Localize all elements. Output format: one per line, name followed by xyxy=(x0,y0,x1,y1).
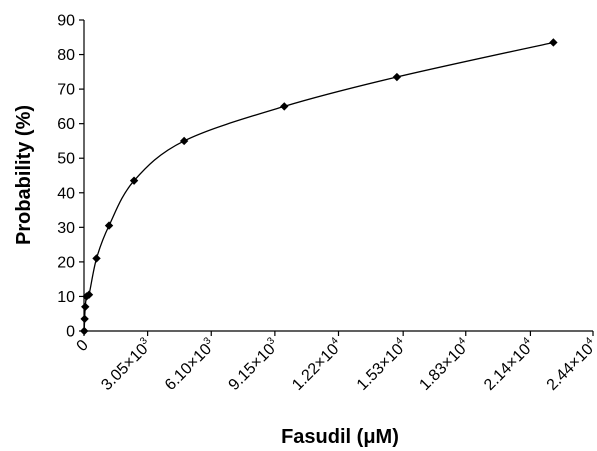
data-points xyxy=(80,38,558,336)
data-point xyxy=(179,136,189,146)
x-axis-ticks: 0 3.05×103 6.10×103 9.15×103 1.22×104 1.53×10… xyxy=(74,331,597,394)
data-point xyxy=(280,102,289,111)
data-point xyxy=(92,254,101,263)
data-point xyxy=(80,314,89,324)
data-point xyxy=(129,176,139,185)
series-line xyxy=(83,41,554,332)
data-point xyxy=(84,290,94,299)
y-tick-label: 50 xyxy=(57,151,75,168)
y-tick-label: 0 xyxy=(66,324,75,341)
data-point xyxy=(549,38,558,47)
y-tick-label: 70 xyxy=(57,82,75,99)
x-axis-title: Fasudil (μM) xyxy=(281,426,399,448)
data-point xyxy=(80,326,89,336)
x-tick-label: 0 xyxy=(74,337,92,355)
x-tick-label: 1.53×104 xyxy=(352,335,411,394)
x-tick-label: 3.05×103 xyxy=(97,335,156,394)
data-point xyxy=(392,72,402,82)
y-tick-label: 60 xyxy=(57,116,75,133)
x-tick-label: 1.83×104 xyxy=(415,335,474,394)
y-tick-label: 40 xyxy=(57,185,75,202)
x-tick-label: 2.44×104 xyxy=(542,335,597,394)
x-tick-label: 1.22×104 xyxy=(288,335,347,394)
y-axis-title: Probability (%) xyxy=(13,105,35,245)
x-tick-label: 9.15×103 xyxy=(224,335,283,394)
x-tick-label: 2.14×104 xyxy=(480,335,539,394)
data-point xyxy=(104,221,114,230)
data-point xyxy=(81,302,90,312)
y-axis-ticks: 0 10 20 30 40 50 60 70 80 90 xyxy=(57,13,84,341)
y-tick-label: 30 xyxy=(57,220,75,237)
x-tick-label: 6.10×103 xyxy=(160,335,219,394)
y-tick-label: 90 xyxy=(57,13,75,30)
y-tick-label: 80 xyxy=(57,47,75,64)
y-tick-label: 10 xyxy=(57,289,75,306)
y-tick-label: 20 xyxy=(57,254,75,271)
